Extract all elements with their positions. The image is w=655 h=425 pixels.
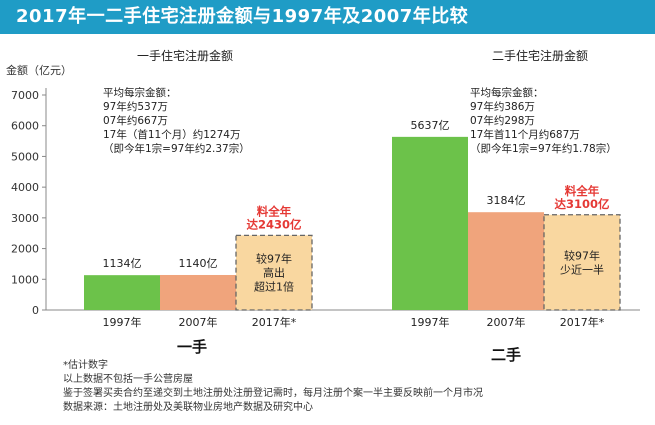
- forecast-box-text-0-0: 较97年: [256, 252, 292, 266]
- x-tick-label-0-0: 1997年: [103, 315, 142, 329]
- bar-value-label-1-1: 3184亿: [487, 194, 526, 207]
- footnote-2: 以上数据不包括一手公营房屋: [63, 374, 193, 385]
- panel-title-0: 一手住宅注册金额: [137, 48, 233, 63]
- footnote-3: 鉴于签署买卖合约至递交到土地注册处注册登记需时，每月注册个案一半主要反映前一个月…: [63, 388, 483, 399]
- annotation-0-3: 17年（首11个月）约1274万: [103, 128, 240, 141]
- annotation-1-3: 17年首11个月约687万: [470, 128, 580, 141]
- footnote-4: 数据来源：土地注册处及美联物业房地产数据及研究中心: [63, 402, 313, 413]
- bar-1-2: [543, 214, 621, 311]
- forecast-box-text-0-2: 超过1倍: [254, 280, 294, 294]
- y-axis-label: 金额（亿元）: [6, 63, 72, 77]
- forecast-box-text-0-1: 高出: [263, 266, 285, 280]
- forecast-note-0-1: 达2430亿: [246, 217, 302, 231]
- bar-0-2: [235, 234, 313, 311]
- annotation-1-1: 97年约386万: [470, 100, 535, 113]
- chart-title: 2017年一二手住宅注册金额与1997年及2007年比较: [0, 0, 655, 34]
- y-tick-label-1: 1000: [11, 273, 39, 286]
- annotation-1-2: 07年约298万: [470, 114, 535, 127]
- y-tick-label-4: 4000: [11, 181, 39, 194]
- x-tick-label-0-1: 2007年: [179, 315, 218, 329]
- y-tick-label-0: 0: [32, 304, 39, 317]
- y-tick-label-2: 2000: [11, 243, 39, 256]
- annotation-0-4: （即今年1宗=97年约2.37宗）: [103, 142, 250, 155]
- y-tick-label-3: 3000: [11, 212, 39, 225]
- forecast-note-1-0: 料全年: [565, 184, 600, 198]
- annotation-1-0: 平均每宗金额：: [470, 86, 544, 99]
- annotation-0-2: 07年约667万: [103, 114, 168, 127]
- forecast-note-0-0: 料全年: [257, 204, 292, 218]
- footnote-1: *估计数字: [63, 360, 108, 371]
- bar-0-1: [160, 274, 236, 310]
- bar-value-label-1-0: 5637亿: [411, 119, 450, 132]
- x-tick-label-1-0: 1997年: [411, 315, 450, 329]
- y-tick-label-6: 6000: [11, 120, 39, 133]
- bar-0-0: [84, 275, 160, 310]
- annotation-0-1: 97年约537万: [103, 100, 168, 113]
- group-label-1: 二手: [491, 346, 521, 364]
- y-tick-label-7: 7000: [11, 89, 39, 102]
- forecast-note-1-1: 达3100亿: [554, 197, 610, 211]
- bar-value-label-0-1: 1140亿: [179, 257, 218, 270]
- bar-value-label-0-0: 1134亿: [103, 257, 142, 270]
- y-tick-label-5: 5000: [11, 150, 39, 163]
- annotation-1-4: （即今年1宗=97年约1.78宗）: [470, 142, 617, 155]
- group-label-0: 一手: [177, 338, 207, 356]
- x-tick-label-0-2: 2017年*: [252, 315, 297, 329]
- x-tick-label-1-1: 2007年: [487, 315, 526, 329]
- bar-1-1: [468, 212, 544, 310]
- bar-1-0: [392, 136, 468, 310]
- annotation-0-0: 平均每宗金额：: [103, 86, 177, 99]
- forecast-box-text-1-0: 较97年: [564, 248, 600, 262]
- panel-title-1: 二手住宅注册金额: [492, 48, 588, 63]
- x-tick-label-1-2: 2017年*: [560, 315, 605, 329]
- forecast-box-text-1-1: 少近一半: [560, 262, 604, 276]
